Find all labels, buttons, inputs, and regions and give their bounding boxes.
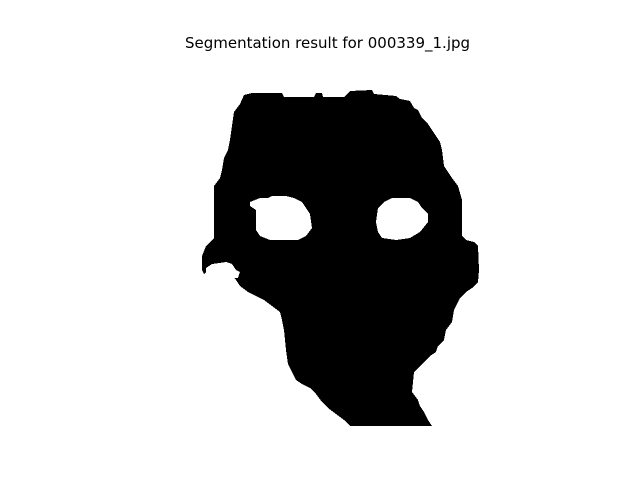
mask-foreground-region: [202, 90, 479, 426]
figure-title: Segmentation result for 000339_1.jpg: [184, 34, 471, 52]
mask-background-notch: [206, 262, 240, 278]
